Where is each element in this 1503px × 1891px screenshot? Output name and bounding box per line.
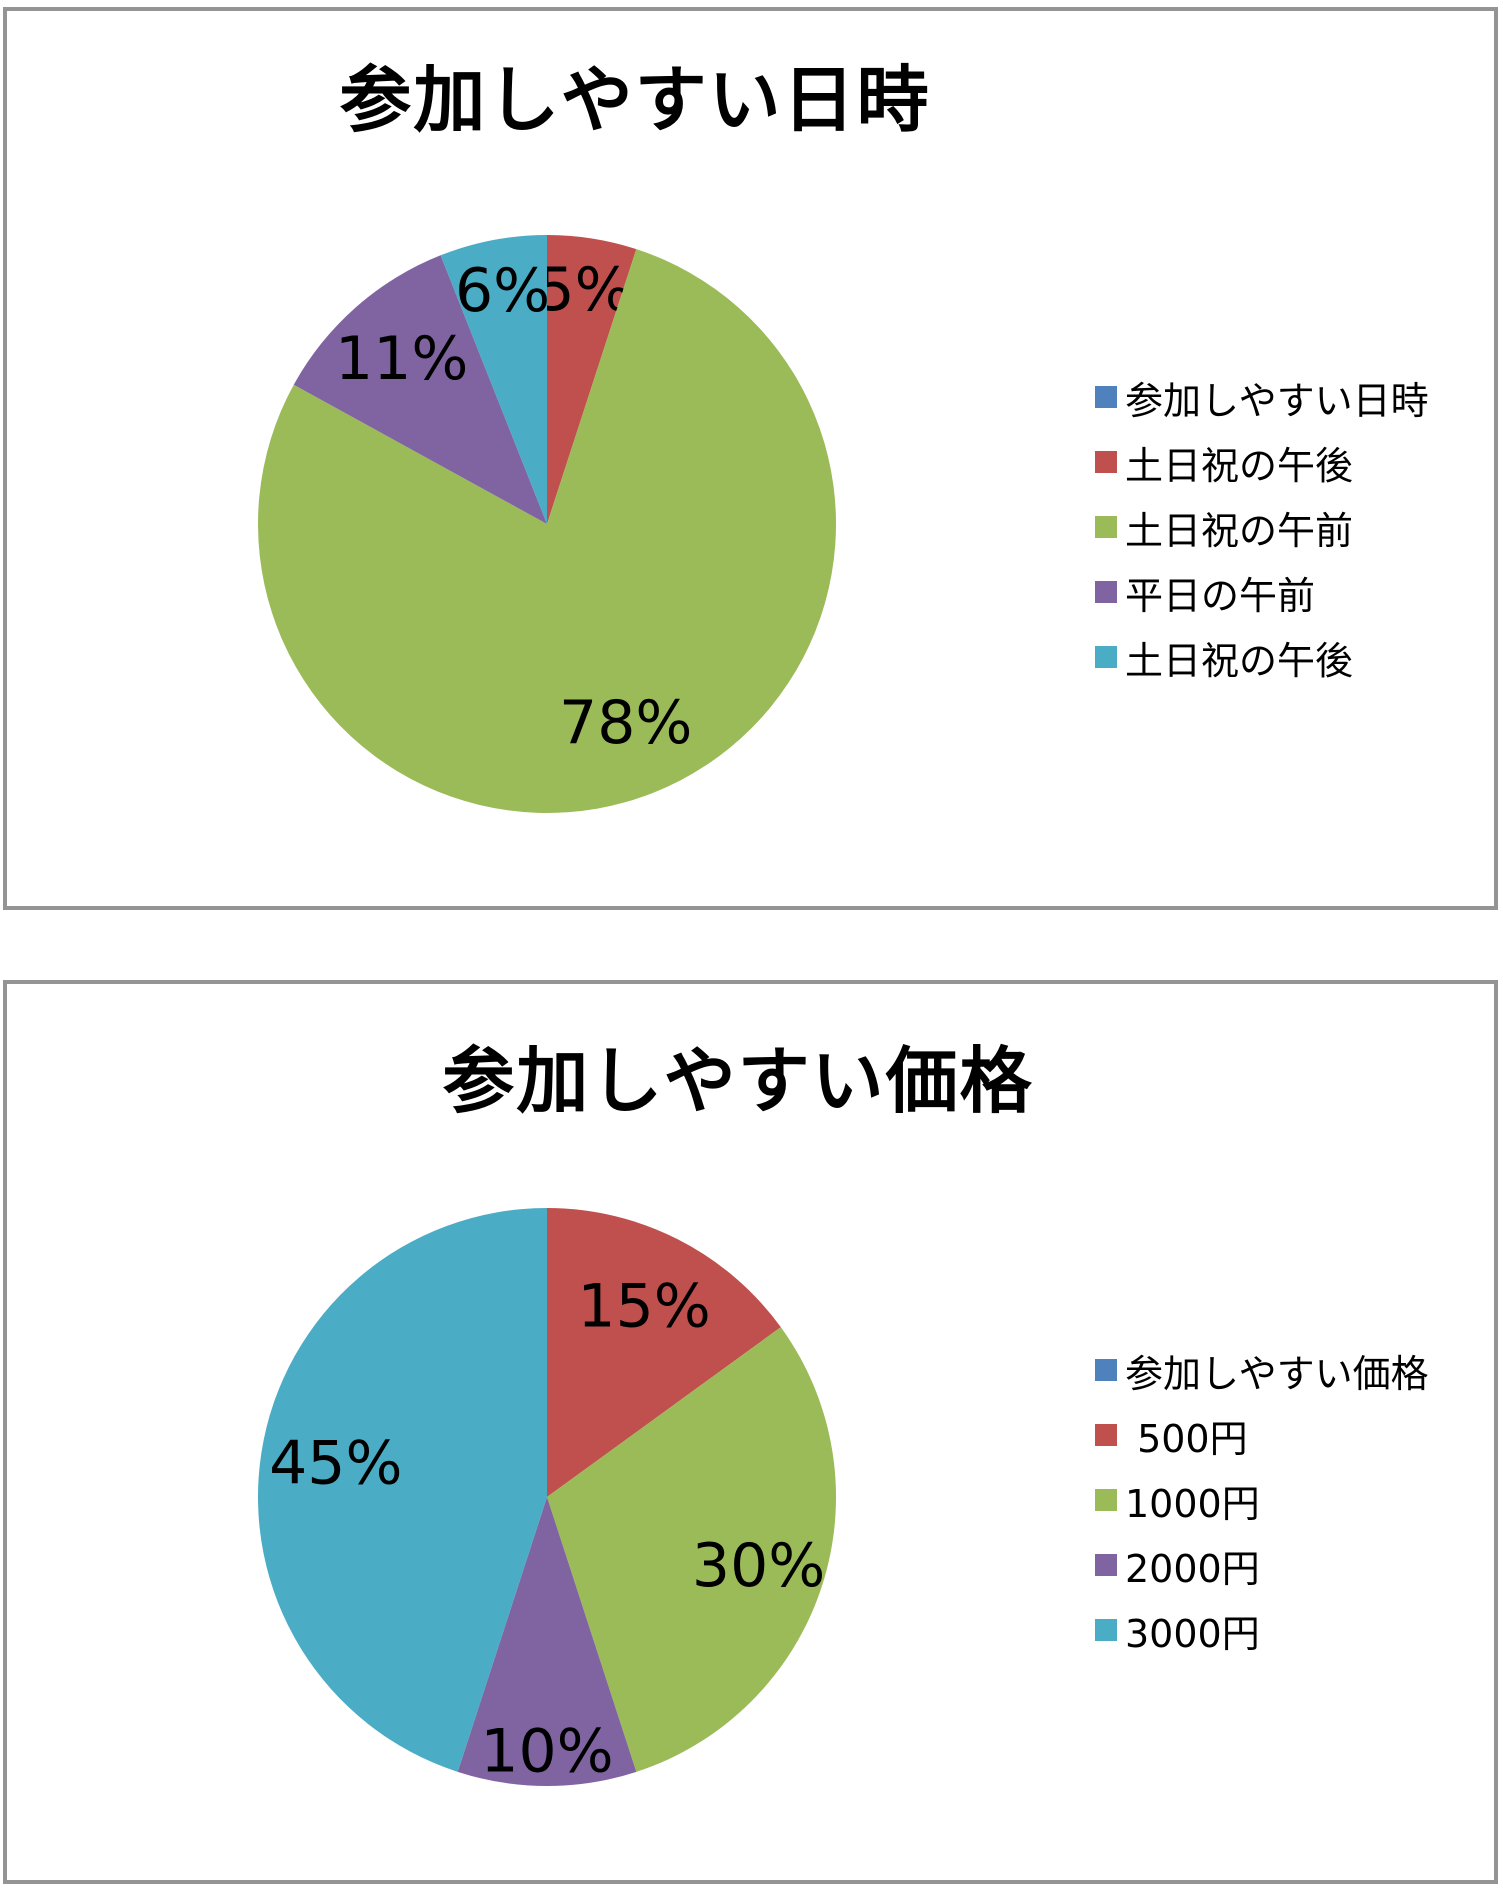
pie-slice-0 — [547, 235, 637, 524]
slice-percent-label-2: 10% — [480, 1716, 613, 1786]
slice-percent-label-1: 30% — [692, 1531, 825, 1601]
chart-panel-datetime: 5% 78% 11% 6% 参加しやすい日時 参加しやすい日時 土日祝の午後 土日祝の午前… — [3, 7, 1498, 910]
pie-chart-datetime: 5%78%11%6% — [258, 235, 837, 813]
pie-slice-1 — [547, 1327, 837, 1772]
slice-percent-label-3: 45% — [269, 1429, 402, 1499]
pie-slice-2 — [293, 255, 547, 525]
pie-slice-3 — [440, 235, 547, 524]
slice-percent-label-2: 11% — [335, 324, 468, 394]
pie-chart-price: 15% 30% 10% 45% — [257, 1208, 837, 1787]
pie-slice-3 — [257, 1208, 547, 1772]
pie-slice-1 — [258, 249, 837, 813]
chart-panel-price: 15% 30% 10% 45% 参加しやすい価格 参加しやすい価格 500円 1000円… — [3, 980, 1498, 1884]
slice-percent-label-1: 78% — [559, 688, 692, 758]
chart-title-price: 参加しやすい価格 — [442, 1039, 1034, 1123]
slice-percent-label-3: 6% — [455, 256, 550, 326]
chart-title-datetime: 参加しやすい日時 — [339, 58, 931, 142]
pie-slice-0 — [547, 1208, 781, 1497]
slice-percent-label-0: 15% — [577, 1271, 710, 1341]
pie-slice-2 — [457, 1497, 637, 1787]
